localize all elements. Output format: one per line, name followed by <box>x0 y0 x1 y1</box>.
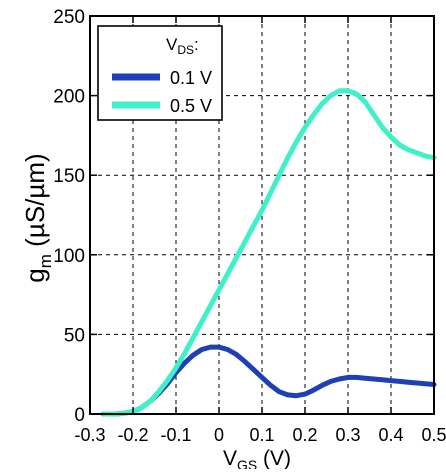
y-axis-label-unit: (µS/µm) <box>20 153 50 254</box>
legend-title: VDS: <box>166 35 199 57</box>
y-tick-label: 200 <box>53 87 85 108</box>
series-layer <box>100 88 437 417</box>
y-axis-label-sub: m <box>36 254 55 268</box>
x-axis-label-main: V <box>223 447 237 469</box>
tick-labels: -0.3 -0.2 -0.1 0 0.1 0.2 0.3 0.4 0.5 0 50 100 150 200… <box>53 7 446 445</box>
y-tick-label: 250 <box>53 7 85 28</box>
x-tick-label: 0 <box>214 425 224 445</box>
series-line-0-5v <box>100 88 437 417</box>
y-tick-label: 100 <box>53 246 85 267</box>
x-tick-label: 0.2 <box>292 425 317 445</box>
y-tick-label: 0 <box>74 405 85 426</box>
x-tick-label: -0.1 <box>160 425 191 445</box>
grid <box>90 16 434 414</box>
y-tick-label: 150 <box>53 166 85 187</box>
y-axis-label: gm (µS/µm) <box>20 153 55 282</box>
x-tick-label: 0.3 <box>335 425 360 445</box>
x-axis-label: VGS (V) <box>223 447 291 469</box>
legend-title-suffix: : <box>194 35 199 54</box>
y-tick-label: 50 <box>64 325 85 346</box>
x-tick-label: -0.3 <box>74 425 105 445</box>
legend-label-0-1v: 0.1 V <box>170 68 212 88</box>
x-axis-label-sub: GS <box>237 457 257 469</box>
x-tick-label: 0.4 <box>378 425 403 445</box>
ticks <box>89 15 435 415</box>
series-line-0-1v <box>100 344 437 417</box>
legend-title-main: V <box>166 35 178 54</box>
legend: VDS: 0.1 V 0.5 V <box>97 25 223 121</box>
legend-label-0-5v: 0.5 V <box>170 96 212 116</box>
legend-title-sub: DS <box>177 43 194 57</box>
x-tick-label: -0.2 <box>117 425 148 445</box>
x-axis-label-unit: (V) <box>257 447 291 469</box>
x-tick-label: 0.1 <box>249 425 274 445</box>
x-tick-label: 0.5 <box>421 425 446 445</box>
y-axis-label-main: g <box>20 268 50 282</box>
